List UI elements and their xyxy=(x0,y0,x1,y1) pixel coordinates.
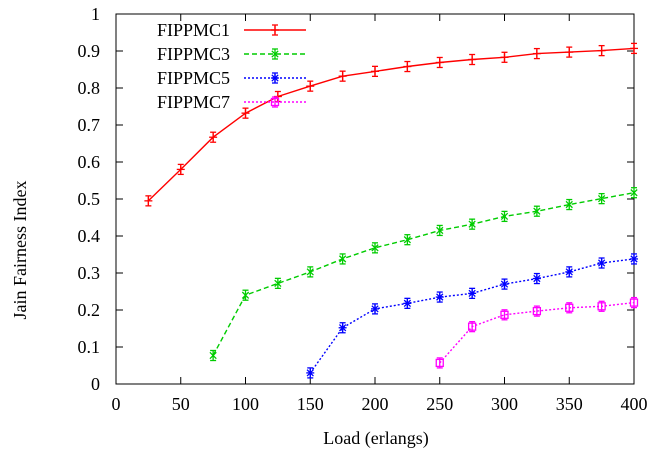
data-point xyxy=(629,296,639,309)
data-point xyxy=(500,309,509,321)
data-point xyxy=(306,80,315,92)
ticks: 0 50 100 150 200 250 300 350 400 0 0.1 0.2 0.3 0.4 0.5… xyxy=(78,4,648,414)
data-point xyxy=(144,195,153,207)
y-tick-label: 0.3 xyxy=(78,263,101,283)
data-point xyxy=(597,44,606,57)
data-point xyxy=(306,266,314,278)
data-point xyxy=(597,300,606,312)
y-tick-label: 1 xyxy=(91,4,100,24)
y-tick-label: 0.2 xyxy=(78,300,101,320)
data-point xyxy=(403,234,412,246)
y-tick-label: 0 xyxy=(91,374,100,394)
y-tick-label: 0.6 xyxy=(78,152,101,172)
data-point xyxy=(435,357,444,369)
series-line-fippmc1 xyxy=(147,47,635,202)
data-point xyxy=(176,163,185,176)
data-point xyxy=(271,24,279,36)
data-point xyxy=(338,70,347,82)
data-point xyxy=(241,107,250,119)
data-point xyxy=(500,210,509,223)
y-axis-label: Jain Fairness Index xyxy=(10,181,30,320)
data-point xyxy=(338,322,347,334)
series-line-fippmc5 xyxy=(309,258,635,374)
data-point xyxy=(306,367,315,379)
data-point xyxy=(271,72,279,84)
data-point xyxy=(533,205,541,217)
data-point xyxy=(597,257,606,269)
data-point xyxy=(271,48,279,60)
legend-label-fippmc1: FIPPMC1 xyxy=(157,20,230,40)
data-point xyxy=(209,131,218,143)
y-tick-label: 0.5 xyxy=(78,189,101,209)
data-point xyxy=(435,291,444,303)
y-tick-label: 0.1 xyxy=(78,337,101,357)
data-point xyxy=(274,277,282,290)
data-point xyxy=(338,253,347,265)
x-tick-label: 0 xyxy=(112,394,121,414)
data-point xyxy=(468,287,477,300)
x-tick-label: 300 xyxy=(491,394,518,414)
series-line-fippmc3 xyxy=(212,192,635,356)
data-point xyxy=(500,51,509,63)
data-point xyxy=(241,289,250,301)
y-tick-label: 0.4 xyxy=(78,226,101,246)
y-tick-label: 0.9 xyxy=(78,41,101,61)
data-point xyxy=(500,278,509,290)
x-tick-label: 250 xyxy=(426,394,453,414)
data-point xyxy=(435,56,444,69)
legend: FIPPMC1 FIPPMC3 FIPPMC5 FIPPMC7 xyxy=(157,20,306,112)
data-point xyxy=(597,192,606,205)
y-tick-label: 0.7 xyxy=(78,115,101,135)
data-point xyxy=(565,198,573,211)
data-point xyxy=(371,303,379,315)
x-tick-label: 200 xyxy=(362,394,389,414)
legend-label-fippmc3: FIPPMC3 xyxy=(157,44,230,64)
legend-label-fippmc5: FIPPMC5 xyxy=(157,68,230,88)
data-point xyxy=(468,53,477,66)
data-point xyxy=(565,266,574,278)
x-axis-label: Load (erlangs) xyxy=(323,428,428,449)
legend-label-fippmc7: FIPPMC7 xyxy=(157,92,230,112)
x-tick-label: 400 xyxy=(621,394,648,414)
data-point xyxy=(532,272,541,285)
data-point xyxy=(532,47,541,60)
x-tick-label: 350 xyxy=(556,394,583,414)
data-point xyxy=(209,349,217,362)
x-tick-label: 150 xyxy=(297,394,324,414)
data-point xyxy=(565,46,574,58)
data-point xyxy=(436,224,444,237)
data-point xyxy=(371,242,379,254)
x-tick-label: 100 xyxy=(232,394,259,414)
data-point xyxy=(403,297,412,309)
data-point xyxy=(403,60,412,73)
data-point xyxy=(468,218,476,230)
data-point xyxy=(532,305,542,317)
data-point xyxy=(630,42,638,55)
data-point xyxy=(371,65,379,77)
data-point xyxy=(467,320,477,333)
data-point xyxy=(565,302,574,314)
y-tick-label: 0.8 xyxy=(78,78,101,98)
series-group xyxy=(144,42,639,379)
data-point xyxy=(630,187,638,199)
data-point xyxy=(270,96,280,108)
x-tick-label: 50 xyxy=(172,394,190,414)
data-point xyxy=(630,253,638,265)
